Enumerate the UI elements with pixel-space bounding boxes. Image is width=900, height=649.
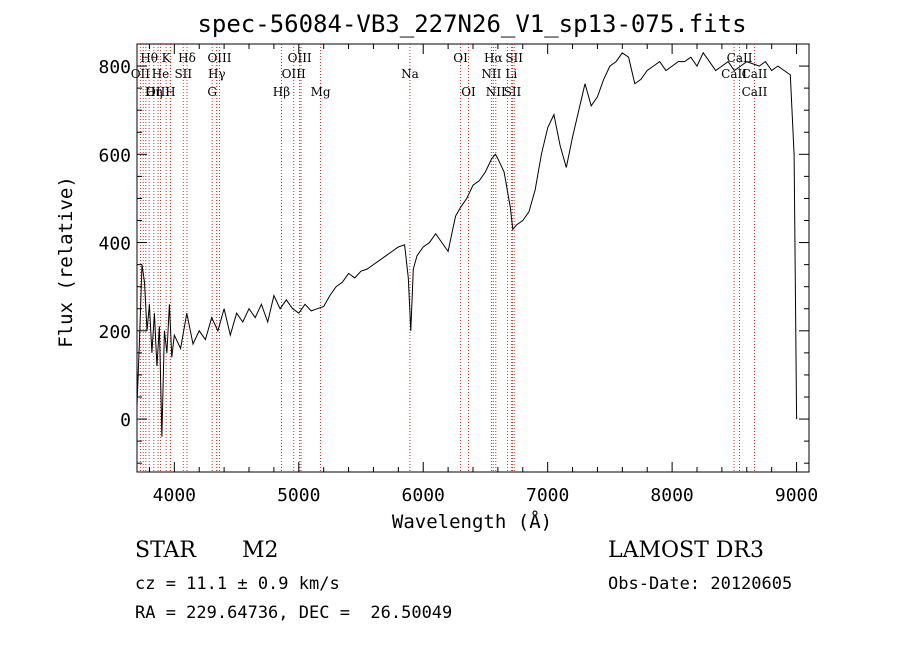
y-tick-label: 200 bbox=[98, 322, 131, 343]
emission-line-label: OIII bbox=[146, 85, 170, 99]
x-axis-label: Wavelength (Å) bbox=[392, 510, 552, 533]
emission-line-label: SII bbox=[174, 67, 192, 81]
x-tick-label: 9000 bbox=[775, 485, 818, 506]
object-class: STAR bbox=[135, 538, 196, 563]
emission-line-label: OIII bbox=[288, 51, 312, 65]
emission-line-label: NII bbox=[486, 85, 506, 99]
y-tick-label: 400 bbox=[98, 234, 131, 255]
emission-line-label: Hθ bbox=[140, 51, 158, 65]
emission-line-markers bbox=[139, 44, 755, 472]
emission-line-label: Hβ bbox=[273, 85, 290, 99]
axes: 4000 5000 6000 7000 8000 9000 0 200 400 600 800 bbox=[98, 44, 818, 506]
plot-frame bbox=[136, 43, 810, 473]
x-tick-label: 4000 bbox=[153, 485, 196, 506]
observation-date: Obs-Date: 20120605 bbox=[608, 574, 793, 594]
chart-title: spec-56084-VB3_227N26_V1_sp13-075.fits bbox=[197, 10, 746, 38]
object-subclass: M2 bbox=[242, 538, 279, 563]
emission-line-label: OIII bbox=[207, 51, 231, 65]
emission-line-label: OI bbox=[461, 85, 476, 99]
x-tick-label: 5000 bbox=[277, 485, 320, 506]
emission-line-label: SII bbox=[505, 51, 523, 65]
y-tick-label: 0 bbox=[120, 410, 131, 431]
emission-line-label: Hγ bbox=[208, 67, 226, 81]
emission-line-label: OI bbox=[453, 51, 468, 65]
emission-line-label: NII bbox=[481, 67, 501, 81]
emission-line-label: Hα bbox=[484, 51, 503, 65]
emission-line-label: CaII bbox=[742, 67, 768, 81]
emission-line-label: CaII bbox=[742, 85, 768, 99]
emission-line-label: Li bbox=[505, 67, 517, 81]
emission-line-label: SII bbox=[504, 85, 522, 99]
emission-line-label: CaII bbox=[721, 67, 747, 81]
emission-line-label: OIII bbox=[282, 67, 306, 81]
emission-line-label: H bbox=[165, 85, 175, 99]
x-tick-label: 6000 bbox=[402, 485, 445, 506]
redshift-cz: cz = 11.1 ± 0.9 km/s bbox=[135, 574, 340, 594]
coordinates: RA = 229.64736, DEC = 26.50049 bbox=[135, 603, 453, 623]
y-axis-label: Flux (relative) bbox=[55, 176, 77, 348]
x-tick-label: 7000 bbox=[526, 485, 569, 506]
emission-line-label: CaII bbox=[727, 51, 753, 65]
emission-line-label: OII bbox=[131, 67, 151, 81]
emission-line-label: Na bbox=[401, 67, 419, 81]
emission-line-label: G bbox=[207, 85, 217, 99]
flux-series-line bbox=[136, 51, 798, 437]
emission-line-label: Mg bbox=[311, 85, 331, 99]
emission-line-label: K bbox=[162, 51, 172, 65]
emission-line-label: Hδ bbox=[178, 51, 196, 65]
survey-name: LAMOST DR3 bbox=[608, 538, 764, 563]
y-tick-label: 600 bbox=[98, 145, 131, 166]
x-tick-label: 8000 bbox=[650, 485, 693, 506]
emission-line-label: Hη bbox=[145, 85, 163, 99]
emission-line-label: He bbox=[152, 67, 170, 81]
y-tick-label: 800 bbox=[98, 57, 131, 78]
